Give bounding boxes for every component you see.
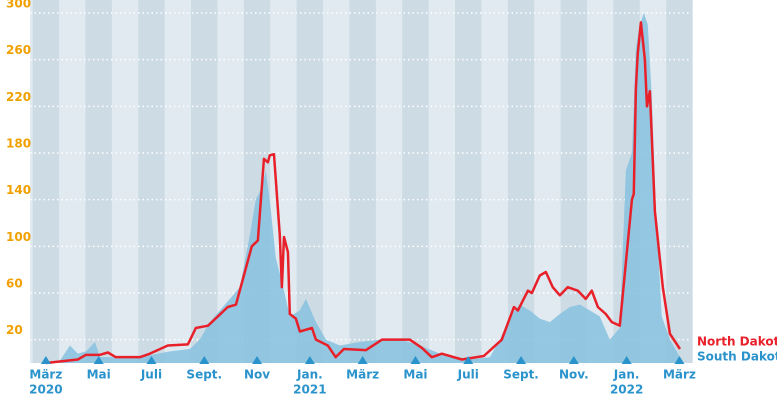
x-tick-label: Juli (457, 368, 479, 382)
x-tick-label: Juli (140, 368, 162, 382)
month-band (32, 0, 60, 363)
x-tick-year: 2022 (610, 383, 643, 397)
y-tick-label: 60 (6, 277, 23, 291)
month-band (349, 0, 376, 363)
area (45, 13, 684, 363)
x-tick-label: Mai (87, 368, 111, 382)
month-band (296, 0, 324, 363)
legend-entry: South Dakota (697, 350, 777, 364)
x-tick-mark (252, 356, 263, 364)
month-band (191, 0, 218, 363)
x-tick-mark (674, 356, 685, 364)
x-tick-label: März (663, 368, 696, 382)
x-tick-mark (516, 356, 527, 364)
y-tick-label: 180 (6, 137, 31, 151)
x-tick-mark (568, 356, 579, 364)
marks (45, 13, 684, 365)
legend-entry: North Dakota (697, 335, 777, 349)
x-tick-label: Sept. (186, 368, 222, 382)
bands (30, 0, 693, 363)
x-tick-label: Mai (403, 368, 427, 382)
y-tick-label: 100 (6, 230, 31, 244)
x-tick-mark (93, 356, 104, 364)
y-tick-label: 140 (6, 183, 31, 197)
x-tick-label: Nov. (559, 368, 589, 382)
x-tick-mark (40, 356, 51, 364)
month-band (138, 0, 165, 363)
x-tick-mark (621, 356, 632, 364)
x-tick-label: März (29, 368, 62, 382)
y-tick-label: 20 (6, 323, 23, 337)
x-tick-mark (199, 356, 210, 364)
month-band (455, 0, 482, 363)
x-tick-label: Jan. (613, 368, 640, 382)
month-band (402, 0, 429, 363)
x-tick-year: 2021 (293, 383, 326, 397)
x-tick-label: Nov (244, 368, 270, 382)
month-band (85, 0, 112, 363)
x-tick-mark (463, 356, 474, 364)
x-tick-mark (410, 356, 421, 364)
month-band (560, 0, 588, 363)
x-tick-year: 2020 (29, 383, 62, 397)
x-tick-label: Sept. (503, 368, 539, 382)
y-tick-label: 260 (6, 43, 31, 57)
x-tick-label: Jan. (296, 368, 323, 382)
x-tick-mark (304, 356, 315, 364)
line (45, 21, 682, 365)
x-tick-label: März (346, 368, 379, 382)
y-tick-label: 300 (6, 0, 31, 11)
month-band (666, 0, 693, 363)
x-tick-mark (146, 356, 157, 364)
x-tick-mark (357, 356, 368, 364)
y-tick-label: 220 (6, 90, 31, 104)
